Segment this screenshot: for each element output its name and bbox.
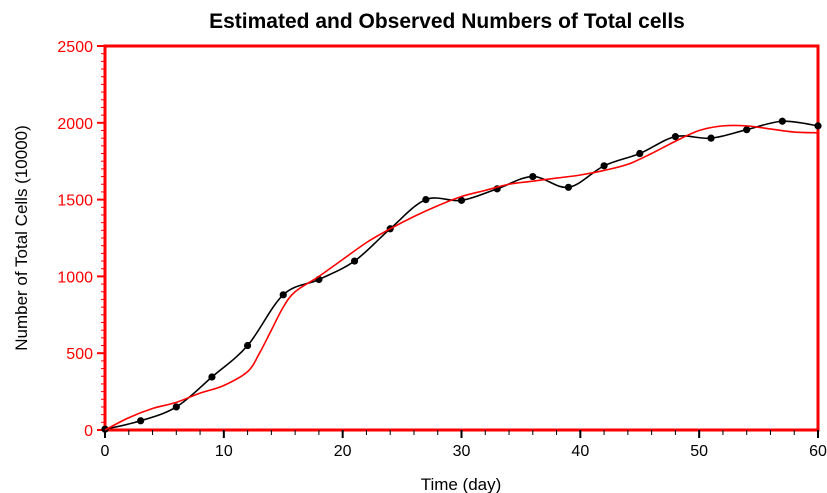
x-tick-label: 30 <box>453 443 471 460</box>
x-axis: 0 10 20 30 40 50 60 <box>101 430 827 460</box>
plot-frame <box>103 44 820 432</box>
data-point <box>778 117 786 125</box>
data-point <box>529 172 537 181</box>
y-tick-label: 2500 <box>57 39 93 56</box>
data-point <box>564 183 573 191</box>
data-point <box>350 257 359 265</box>
data-point <box>244 341 252 350</box>
data-point <box>600 162 608 170</box>
y-tick-label: 2000 <box>57 116 93 133</box>
data-point <box>743 126 751 134</box>
x-tick-label: 0 <box>101 443 110 460</box>
x-tick-label: 60 <box>809 443 827 460</box>
data-point <box>457 196 466 204</box>
chart-title: Estimated and Observed Numbers of Total … <box>209 10 685 33</box>
data-point <box>279 291 287 299</box>
x-tick-label: 40 <box>571 443 589 460</box>
y-axis-label: Number of Total Cells (10000) <box>12 125 31 351</box>
data-point <box>422 196 430 204</box>
y-tick-label: 0 <box>84 423 93 440</box>
data-point <box>208 373 216 381</box>
data-point <box>814 122 822 130</box>
y-tick-label: 1000 <box>57 269 93 286</box>
y-tick-label: 500 <box>66 346 93 363</box>
data-point <box>636 149 644 158</box>
series-line-0 <box>104 120 819 431</box>
series-line-1 <box>104 124 819 431</box>
data-point <box>707 134 715 142</box>
data-point <box>137 417 145 425</box>
x-tick-label: 50 <box>690 443 708 460</box>
y-tick-label: 1500 <box>57 193 93 210</box>
x-tick-label: 10 <box>215 443 233 460</box>
data-point <box>671 133 680 141</box>
x-axis-label: Time (day) <box>421 475 502 493</box>
x-tick-label: 20 <box>334 443 352 460</box>
data-point <box>172 403 180 411</box>
y-axis: 0 500 1000 1500 2000 2500 <box>57 39 105 440</box>
series-layer <box>101 117 822 433</box>
